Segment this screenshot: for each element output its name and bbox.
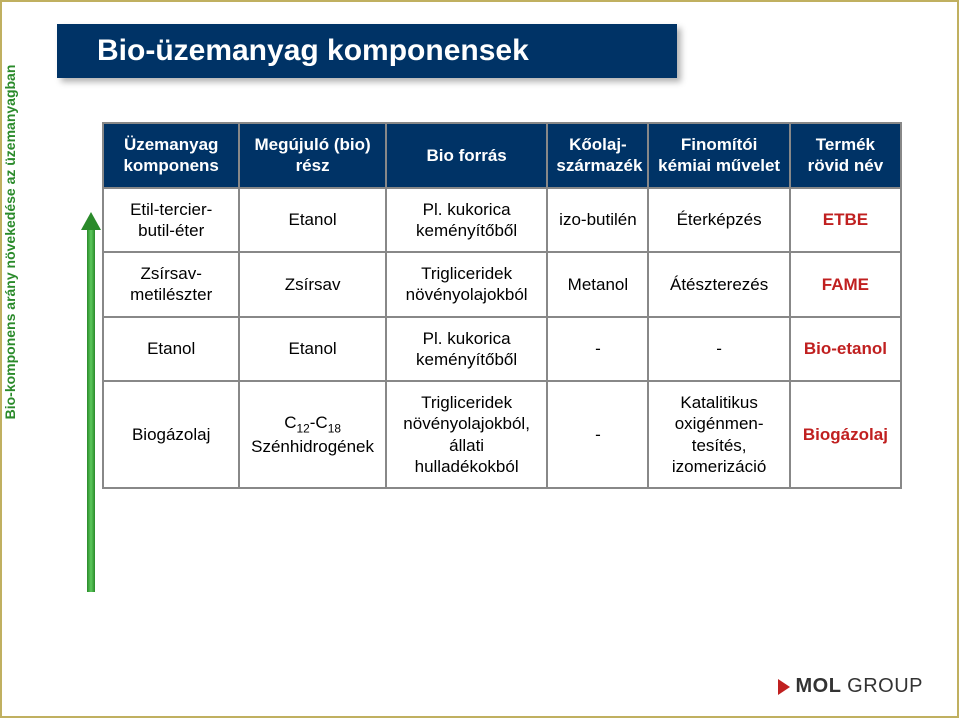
cell-operation: Éterképzés	[648, 188, 789, 253]
logo-text: MOL GROUP	[796, 675, 923, 698]
slide: Bio-üzemanyag komponensek Bio-komponens …	[0, 0, 959, 718]
table-header-row: Üzemanyag komponens Megújuló (bio) rész …	[103, 123, 901, 188]
cell-petroleum: -	[547, 381, 648, 488]
cell-operation: Katalitikus oxigénmen-tesítés, izomerizá…	[648, 381, 789, 488]
cell-biopart: Etanol	[239, 188, 385, 253]
yaxis: Bio-komponens arány növekedése az üzeman…	[62, 212, 102, 489]
cell-biosource: Pl. kukorica keményítőből	[386, 188, 548, 253]
cell-abbr: ETBE	[790, 188, 901, 253]
cell-biosource: Trigliceridek növényolajokból	[386, 252, 548, 317]
bio-components-table: Üzemanyag komponens Megújuló (bio) rész …	[102, 122, 902, 489]
col-header-operation: Finomítói kémiai művelet	[648, 123, 789, 188]
cell-biosource: Pl. kukorica keményítőből	[386, 317, 548, 382]
cell-biosource: Trigliceridek növényolajokból, állati hu…	[386, 381, 548, 488]
col-header-biosource: Bio forrás	[386, 123, 548, 188]
cell-component: Etil-tercier-butil-éter	[103, 188, 239, 253]
col-header-abbr: Termék rövid név	[790, 123, 901, 188]
cell-petroleum: Metanol	[547, 252, 648, 317]
table-row: Zsírsav-metilészter Zsírsav Trigliceride…	[103, 252, 901, 317]
table-row: Etil-tercier-butil-éter Etanol Pl. kukor…	[103, 188, 901, 253]
cell-component: Biogázolaj	[103, 381, 239, 488]
brand-logo: MOL GROUP	[778, 675, 923, 698]
cell-petroleum: -	[547, 317, 648, 382]
page-title: Bio-üzemanyag komponensek	[97, 34, 529, 68]
cell-abbr: FAME	[790, 252, 901, 317]
cell-operation: Átészterezés	[648, 252, 789, 317]
cell-biopart: Etanol	[239, 317, 385, 382]
cell-abbr: Biogázolaj	[790, 381, 901, 488]
cell-component: Zsírsav-metilészter	[103, 252, 239, 317]
cell-operation: -	[648, 317, 789, 382]
cell-petroleum: izo-butilén	[547, 188, 648, 253]
cell-biopart: C12-C18 Szénhidrogének	[239, 381, 385, 488]
content-area: Bio-komponens arány növekedése az üzeman…	[62, 122, 917, 489]
cell-biopart: Zsírsav	[239, 252, 385, 317]
logo-suffix: GROUP	[847, 675, 923, 697]
col-header-petroleum: Kőolaj-származék	[547, 123, 648, 188]
cell-abbr: Bio-etanol	[790, 317, 901, 382]
yaxis-label: Bio-komponens arány növekedése az üzeman…	[2, 42, 18, 442]
col-header-component: Üzemanyag komponens	[103, 123, 239, 188]
triangle-icon	[778, 679, 790, 695]
col-header-biopart: Megújuló (bio) rész	[239, 123, 385, 188]
table-row: Biogázolaj C12-C18 Szénhidrogének Trigli…	[103, 381, 901, 488]
cell-component: Etanol	[103, 317, 239, 382]
logo-brand: MOL	[796, 675, 842, 697]
table-row: Etanol Etanol Pl. kukorica keményítőből …	[103, 317, 901, 382]
arrow-up-icon	[84, 212, 98, 592]
title-banner: Bio-üzemanyag komponensek	[57, 24, 677, 78]
